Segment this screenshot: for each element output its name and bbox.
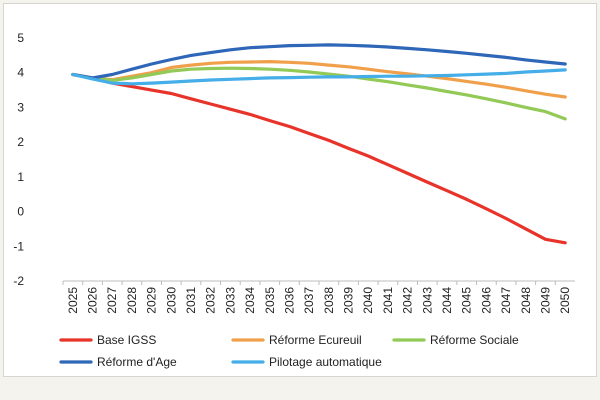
y-axis: 5 4 3 2 1 0 -1 -2 <box>13 31 24 288</box>
legend: Base IGSS Réforme Ecureuil Réforme Sociale… <box>59 333 519 369</box>
series-line <box>71 72 567 245</box>
legend-label: Réforme Sociale <box>430 333 519 347</box>
legend-item: Réforme Sociale <box>392 333 519 347</box>
x-tick-label: 2035 <box>263 287 277 314</box>
x-tick-label: 2031 <box>184 287 198 314</box>
x-tick-label: 2034 <box>243 287 257 314</box>
series-lines <box>71 43 567 245</box>
y-tick-label: 0 <box>17 205 24 219</box>
y-tick-label: 2 <box>17 135 24 149</box>
series-line <box>71 59 567 99</box>
legend-item: Base IGSS <box>59 333 156 347</box>
x-tick-label: 2041 <box>381 287 395 314</box>
x-tick-label: 2028 <box>125 287 139 314</box>
x-tick-label: 2025 <box>66 287 80 314</box>
x-tick-label: 2042 <box>401 287 415 314</box>
x-tick-label: 2037 <box>302 287 316 314</box>
legend-label: Pilotage automatique <box>269 355 382 369</box>
legend-label: Réforme Ecureuil <box>269 333 362 347</box>
legend-item: Réforme d'Age <box>59 355 177 369</box>
x-axis: 2025 2026 2027 2028 2029 2030 2031 2032 2033 2034… <box>62 280 575 314</box>
x-tick-label: 2027 <box>105 287 119 314</box>
chart-frame: 5 4 3 2 1 0 -1 -2 2025 2026 2027 2028 2029 2030 2031 2… <box>3 3 597 377</box>
x-tick-label: 2029 <box>145 287 159 314</box>
y-tick-label: 4 <box>17 66 24 80</box>
x-tick-label: 2026 <box>86 287 100 314</box>
x-tick-label: 2048 <box>519 287 533 314</box>
y-tick-label: 5 <box>17 31 24 45</box>
x-tick-label: 2046 <box>479 287 493 314</box>
series-line <box>71 66 567 121</box>
y-tick-label: -1 <box>13 239 24 253</box>
x-tick-label: 2040 <box>361 287 375 314</box>
x-tick-label: 2044 <box>440 287 454 314</box>
y-tick-label: -2 <box>13 274 24 288</box>
x-tick-label: 2038 <box>322 287 336 314</box>
x-tick-label: 2050 <box>558 287 572 314</box>
x-tick-label: 2036 <box>282 287 296 314</box>
legend-item: Pilotage automatique <box>231 355 382 369</box>
x-tick-label: 2033 <box>223 287 237 314</box>
x-tick-label: 2032 <box>204 287 218 314</box>
x-tick-label: 2045 <box>460 287 474 314</box>
y-tick-label: 3 <box>17 100 24 114</box>
x-tick-label: 2030 <box>164 287 178 314</box>
x-tick-label: 2039 <box>342 287 356 314</box>
x-tick-label: 2043 <box>420 287 434 314</box>
series-line <box>71 68 567 86</box>
y-tick-label: 1 <box>17 170 24 184</box>
series-line <box>71 43 567 80</box>
legend-item: Réforme Ecureuil <box>231 333 362 347</box>
legend-label: Base IGSS <box>97 333 156 347</box>
x-tick-label: 2047 <box>499 287 513 314</box>
x-tick-label: 2049 <box>538 287 552 314</box>
legend-label: Réforme d'Age <box>97 355 177 369</box>
